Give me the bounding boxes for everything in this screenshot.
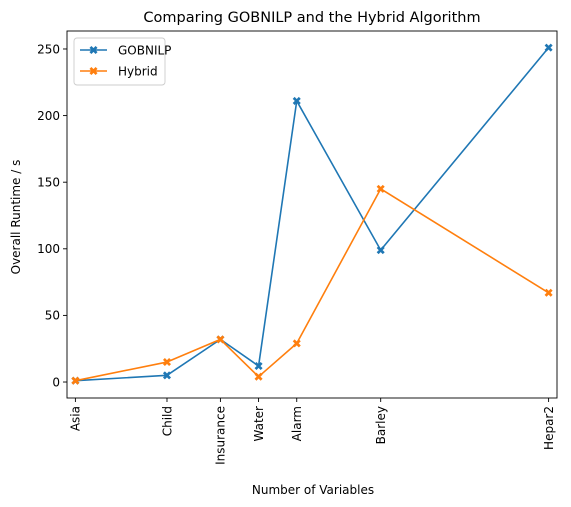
y-tick-label: 100 — [37, 242, 60, 256]
data-point-gobnilp — [292, 96, 301, 105]
plot-area: 0 50 100 150 200 250 Asia Child Insurance Water Al… — [37, 30, 558, 465]
x-axis-label: Number of Variables — [252, 483, 374, 497]
y-tick-label: 0 — [52, 375, 60, 389]
data-point-gobnilp — [162, 371, 172, 380]
data-point-gobnilp — [254, 362, 263, 371]
x-tick-label: Hepar2 — [542, 406, 556, 450]
data-point-hybrid — [71, 376, 80, 385]
y-tick-label: 200 — [37, 109, 60, 123]
series-line-gobnilp — [75, 47, 550, 382]
legend-marker-hybrid — [89, 66, 98, 76]
data-point-hybrid — [292, 339, 301, 348]
y-tick-label: 150 — [37, 175, 60, 189]
series-line-hybrid — [75, 188, 550, 382]
x-tick-label: Asia — [69, 406, 83, 431]
y-axis-label: Overall Runtime / s — [9, 160, 23, 275]
legend-marker-gobnilp — [89, 45, 98, 55]
x-tick-label: Insurance — [214, 406, 228, 465]
legend-label-hybrid: Hybrid — [118, 64, 158, 78]
x-tick-label: Water — [252, 406, 266, 442]
legend-label-gobnilp: GOBNILP — [118, 43, 171, 57]
data-point-hybrid — [544, 288, 553, 297]
y-tick-label: 50 — [45, 309, 60, 323]
x-tick-label: Barley — [374, 406, 388, 444]
data-point-hybrid — [376, 184, 385, 193]
data-point-gobnilp — [544, 43, 553, 52]
data-point-hybrid — [162, 358, 172, 367]
legend: GOBNILP Hybrid — [73, 37, 171, 86]
data-point-gobnilp — [376, 246, 385, 255]
x-tick-label: Alarm — [290, 406, 304, 441]
axes-frame — [66, 30, 558, 399]
y-tick-label: 250 — [37, 42, 60, 56]
x-tick-label: Child — [160, 406, 174, 436]
chart-title: Comparing GOBNILP and the Hybrid Algorit… — [143, 10, 480, 26]
data-point-hybrid — [216, 335, 225, 344]
data-point-hybrid — [254, 372, 263, 381]
